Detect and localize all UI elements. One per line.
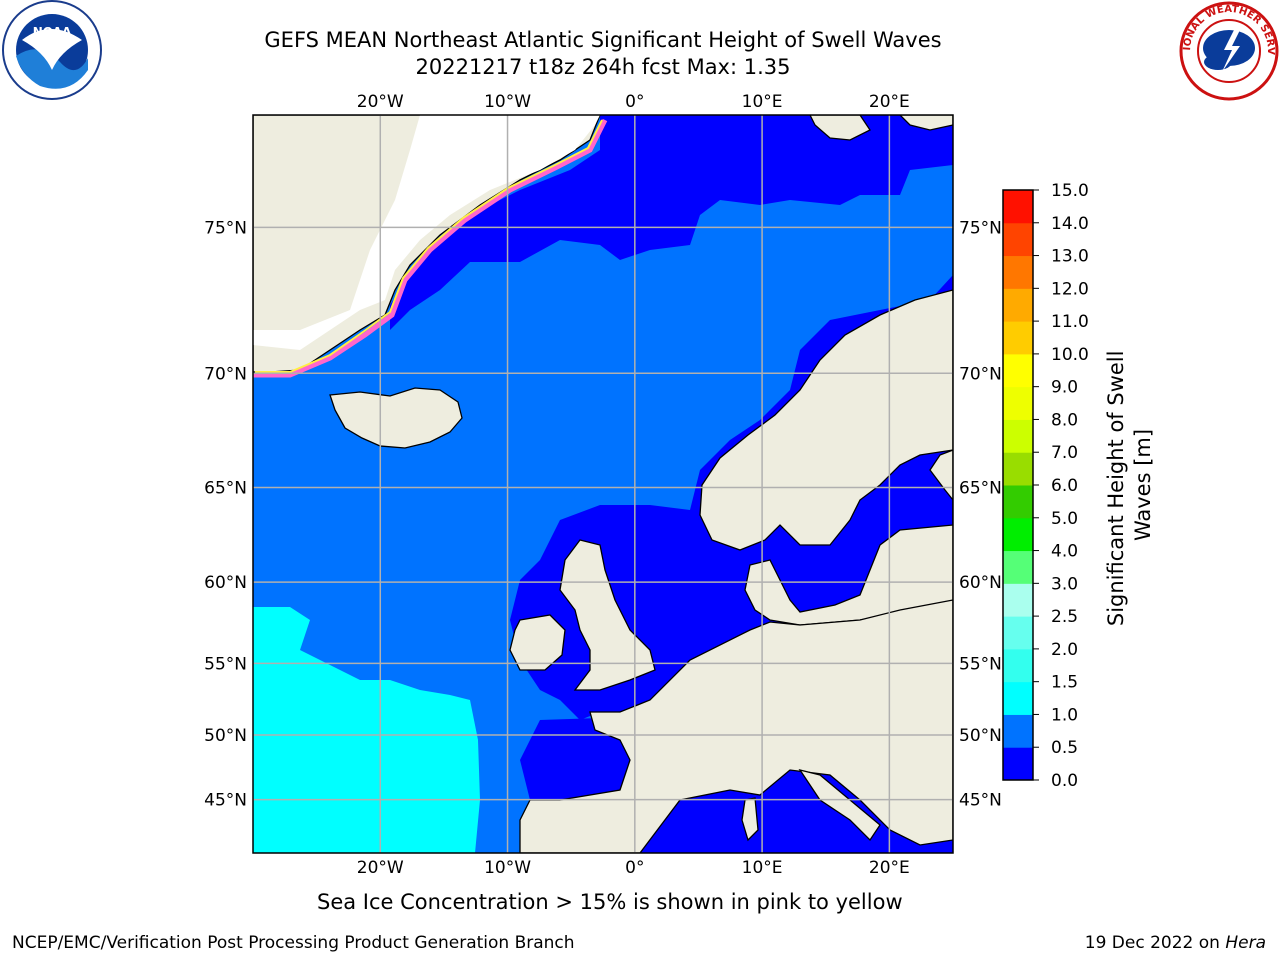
colorbar-tick-label: 4.0 [1051,542,1078,562]
colorbar-tick-label: 0.5 [1051,738,1078,758]
land-italy [798,768,881,842]
colorbar-tick-label: 11.0 [1051,312,1089,332]
colorbar-tick-label: 7.0 [1051,443,1078,463]
colorbar-segment [1003,714,1033,748]
colorbar-segment [1003,255,1033,289]
lat-label-right: 75°N [959,218,1002,238]
colorbar-segment [1003,190,1033,224]
lat-label-right: 70°N [959,364,1002,384]
lon-label-bottom: 10°W [484,858,531,878]
colorbar-tick-label: 1.0 [1051,705,1078,725]
colorbar-segment [1003,747,1033,781]
colorbar-tick-label: 10.0 [1051,345,1089,365]
lat-label-left: 65°N [204,479,247,499]
colorbar: 0.0 0.5 1.0 1.5 2.0 2.5 3.0 4.0 5.0 6.0 7.0 8.0 9.0 1… [1002,181,1089,791]
land-svalbard [809,115,953,141]
lon-label-bottom: 0° [625,858,644,878]
lon-label-top: 10°W [484,92,531,112]
lat-label-right: 45°N [959,791,1002,811]
lon-label-top: 20°E [869,92,910,112]
colorbar-segment [1003,485,1033,519]
lat-label-right: 60°N [959,573,1002,593]
land-ireland [509,614,566,671]
colorbar-tick-label: 13.0 [1051,247,1089,267]
colorbar-label: Significant Height of Swell Waves [m] [1104,344,1155,626]
lat-label-right: 65°N [959,479,1002,499]
colorbar-segment [1003,452,1033,486]
colorbar-tick-label: 14.0 [1051,214,1089,234]
land-great-britain [559,539,656,691]
colorbar-tick-label: 12.0 [1051,279,1089,299]
colorbar-tick-label: 3.0 [1051,574,1078,594]
footer-date: 19 Dec 2022 on Hera [1085,933,1266,953]
noaa-logo-text: NOAA [33,25,72,39]
lat-label-left: 55°N [204,654,247,674]
colorbar-segment [1003,288,1033,322]
footer-credit: NCEP/EMC/Verification Post Processing Pr… [12,933,575,953]
ocean-swell-1.0-1.5-southwest [253,607,480,853]
colorbar-tick-label: 2.5 [1051,607,1078,627]
noaa-logo-icon: NOAA [2,0,102,100]
lat-label-right: 50°N [959,726,1002,746]
colorbar-tick-label: 0.0 [1051,771,1078,791]
map-area [253,115,953,853]
lat-label-right: 55°N [959,654,1002,674]
nws-logo-icon: NATIONAL WEATHER SERVICE [1178,0,1279,101]
colorbar-segment [1003,648,1033,683]
land-finland [929,449,953,525]
lat-label-left: 50°N [204,726,247,746]
colorbar-segment [1003,583,1033,617]
land-corsica-sardinia [741,797,759,842]
colorbar-tick-label: 15.0 [1051,181,1089,201]
colorbar-tick-label: 8.0 [1051,410,1078,430]
colorbar-tick-label: 1.5 [1051,673,1078,693]
lon-label-bottom: 20°E [869,858,910,878]
colorbar-segment [1003,222,1033,257]
footer-host: Hera [1225,933,1266,953]
ocean-swell-0-0.5-north [390,115,953,330]
map-tick-labels: 20°W 20°W 10°W 10°W 0° 0° 10°E 10°E 20°E 20°E 75°N… [204,92,1002,878]
graticule [253,115,953,853]
colorbar-segment [1003,616,1033,650]
colorbar-segment [1003,419,1033,453]
colorbar-segment [1003,550,1033,584]
map-frame [252,114,954,854]
colorbar-segment [1003,681,1033,715]
colorbar-tick-label: 2.0 [1051,640,1078,660]
colorbar-tick-label: 6.0 [1051,476,1078,496]
colorbar-segment [1003,386,1033,420]
colorbar-tick-label: 5.0 [1051,509,1078,529]
sea-ice-edge [253,118,608,378]
lon-label-top: 10°E [742,92,783,112]
colorbar-segment [1003,321,1033,355]
lat-label-left: 70°N [204,364,247,384]
colorbar-segment [1003,517,1033,552]
lon-label-top: 0° [625,92,644,112]
colorbar-segment [1003,353,1033,388]
lat-label-left: 75°N [204,218,247,238]
land-iceland [329,387,463,449]
footer-date-text: 19 Dec 2022 on [1084,933,1226,953]
lon-label-bottom: 20°W [357,858,404,878]
colorbar-tick-label: 9.0 [1051,378,1078,398]
lon-label-bottom: 10°E [742,858,783,878]
lat-label-left: 60°N [204,573,247,593]
lon-label-top: 20°W [357,92,404,112]
sea-ice-edge-yellow [255,119,603,373]
chart-title: GEFS MEAN Northeast Atlantic Significant… [264,28,942,52]
sea-ice-note: Sea Ice Concentration > 15% is shown in … [317,890,903,914]
lat-label-left: 45°N [204,791,247,811]
chart-subtitle: 20221217 t18z 264h fcst Max: 1.35 [415,55,791,79]
greenland-coastal-white [253,115,600,350]
